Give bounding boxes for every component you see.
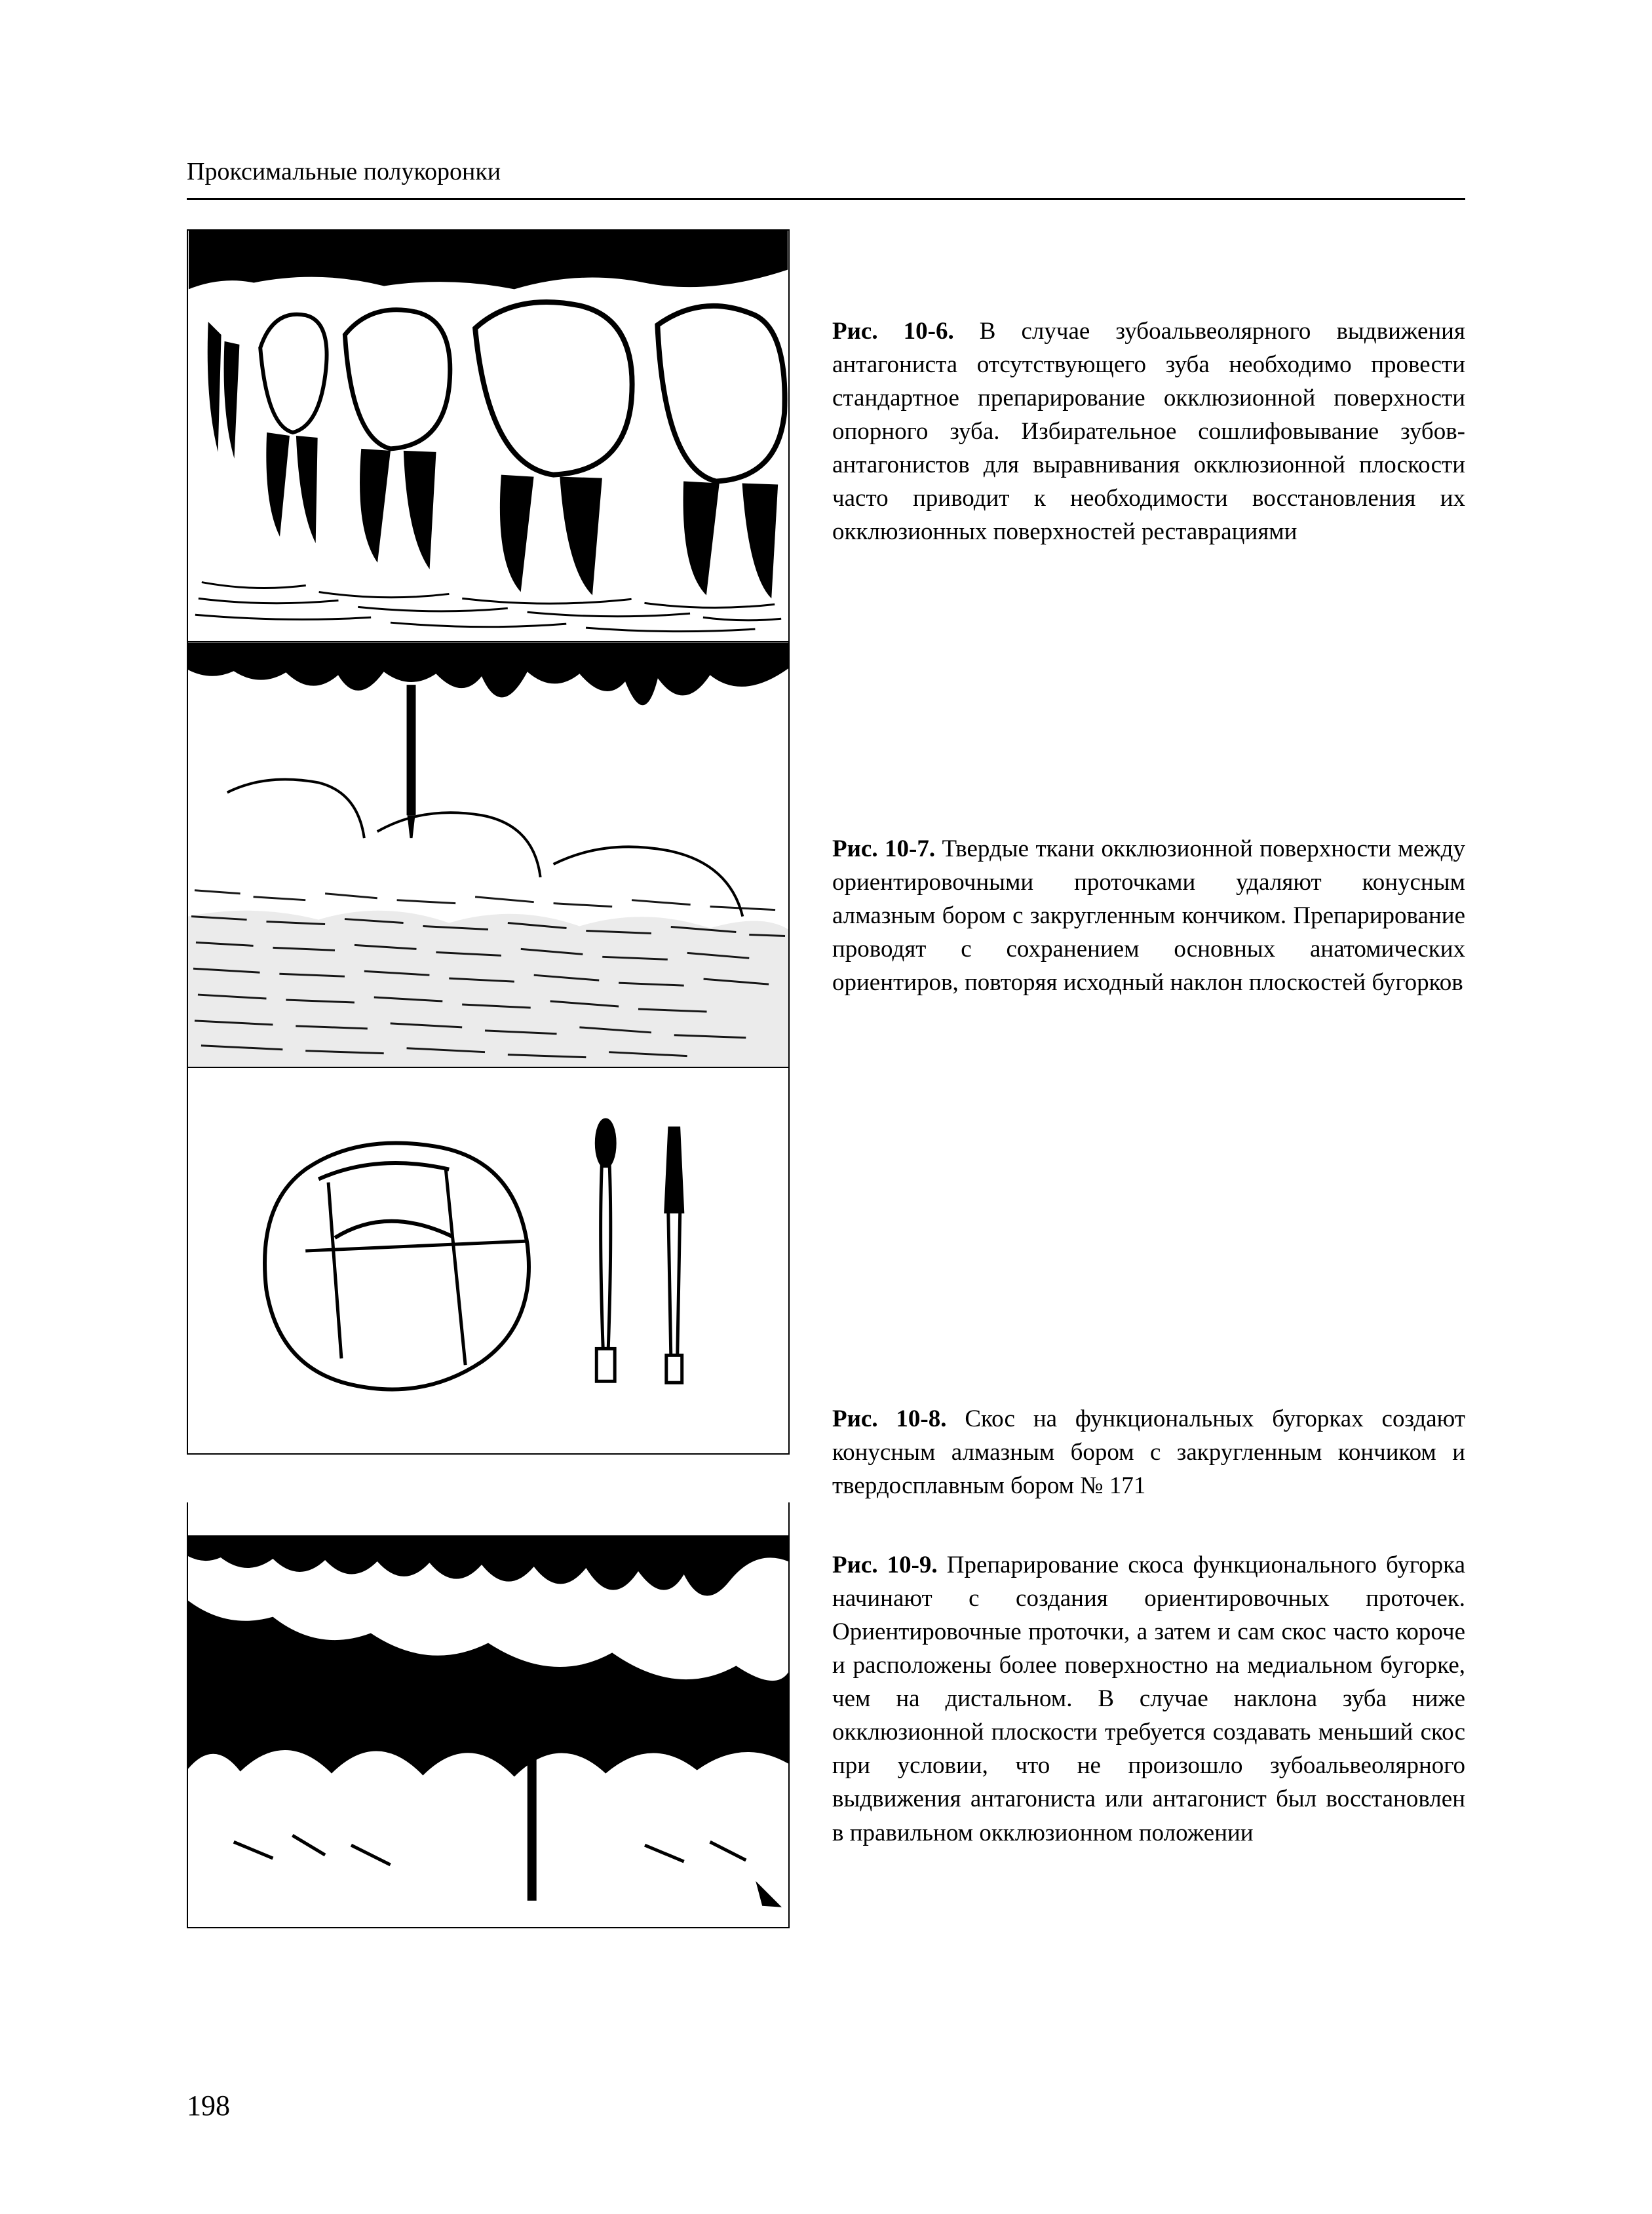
caption-label-10-7: Рис. 10-7. [832,835,935,862]
caption-label-10-8: Рис. 10-8. [832,1405,947,1432]
caption-label-10-9: Рис. 10-9. [832,1552,938,1578]
figure-image-10-6 [187,229,790,642]
content-area: Рис. 10-6. В случае зубоальвеолярного вы… [187,229,1465,1928]
caption-text-10-9: Препарирование скоса функционального буг… [832,1552,1465,1846]
caption-10-6: Рис. 10-6. В случае зубоальвеолярного вы… [832,229,1465,548]
figure-image-10-8 [187,1068,790,1455]
figure-block-10-7: Рис. 10-7. Твердые ткани окклюзионной по… [187,642,1465,1068]
figure-image-10-7 [187,642,790,1068]
figure-block-10-8: Рис. 10-8. Скос на функциональных бугорк… [187,1068,1465,1502]
caption-10-7: Рис. 10-7. Твердые ткани окклюзионной по… [832,642,1465,999]
page-header: Проксимальные полукоронки [187,157,1465,200]
figure-block-10-9: Рис. 10-9. Препарирование скоса функцион… [187,1502,1465,1928]
figure-block-10-6: Рис. 10-6. В случае зубоальвеолярного вы… [187,229,1465,642]
caption-10-8: Рис. 10-8. Скос на функциональных бугорк… [832,1068,1465,1502]
caption-10-9: Рис. 10-9. Препарирование скоса функцион… [832,1502,1465,1849]
caption-text-10-6: В случае зубоальвеолярного выдвижения ан… [832,318,1465,545]
figure-image-10-9 [187,1502,790,1928]
page-number: 198 [187,2089,230,2122]
caption-label-10-6: Рис. 10-6. [832,318,954,345]
